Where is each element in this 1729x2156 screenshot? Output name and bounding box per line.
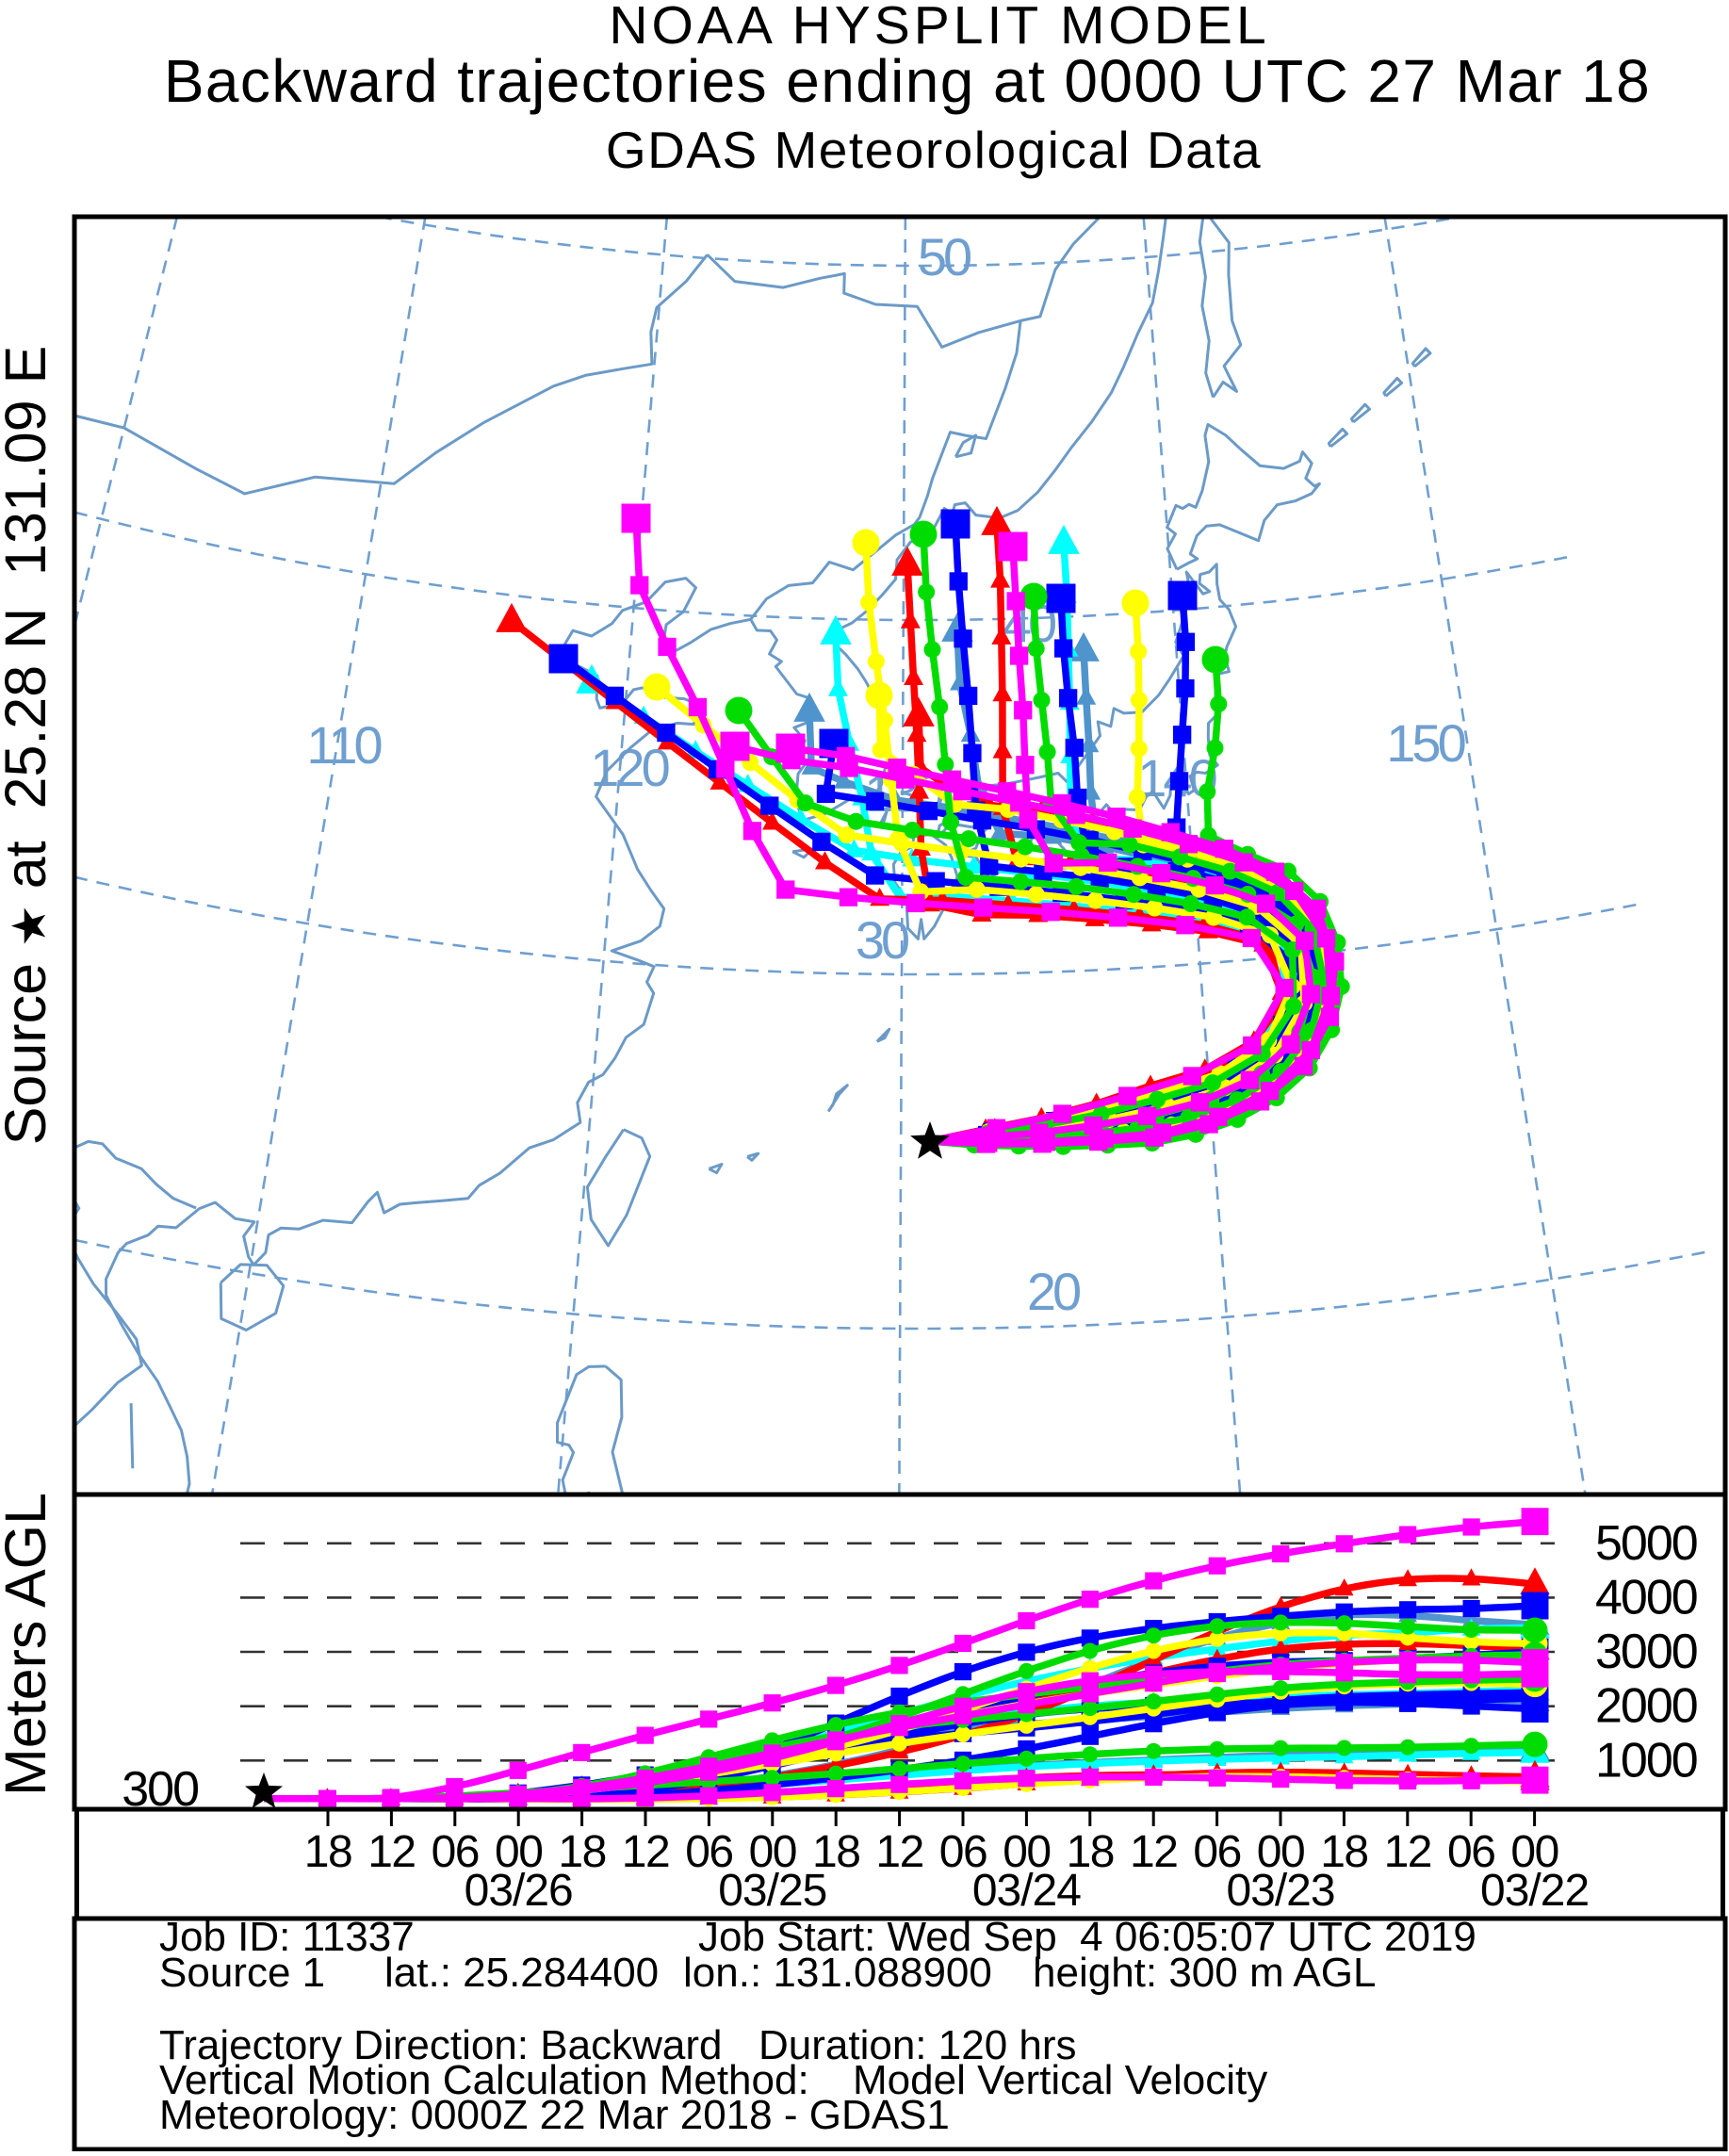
svg-text:00: 00 [749, 1827, 796, 1877]
svg-text:12: 12 [622, 1827, 669, 1877]
svg-text:03/24: 03/24 [972, 1866, 1081, 1916]
svg-text:06: 06 [939, 1827, 987, 1877]
svg-text:height: 300 m AGL: height: 300 m AGL [1033, 1950, 1376, 1996]
svg-text:03/22: 03/22 [1480, 1866, 1589, 1916]
svg-text:12: 12 [875, 1827, 922, 1877]
svg-text:12: 12 [367, 1827, 415, 1877]
svg-text:Meters AGL: Meters AGL [0, 1493, 57, 1796]
svg-text:12: 12 [1130, 1827, 1177, 1877]
svg-text:110: 110 [306, 715, 381, 775]
svg-text:03/26: 03/26 [465, 1866, 573, 1916]
svg-text:06: 06 [1193, 1827, 1240, 1877]
svg-text:50: 50 [918, 227, 971, 286]
svg-text:18: 18 [304, 1827, 351, 1877]
svg-text:lon.: 131.088900: lon.: 131.088900 [683, 1950, 992, 1996]
svg-text:06: 06 [1447, 1827, 1494, 1877]
svg-text:4000: 4000 [1595, 1570, 1697, 1625]
svg-text:Source 1: Source 1 [159, 1950, 325, 1996]
svg-text:Job ID: 11337: Job ID: 11337 [159, 1914, 415, 1960]
svg-text:06: 06 [432, 1827, 479, 1877]
svg-text:Backward trajectories ending a: Backward trajectories ending at 0000 UTC… [164, 47, 1651, 115]
svg-text:Source ★ at 25.28 N 131.09 E: Source ★ at 25.28 N 131.09 E [0, 346, 57, 1146]
svg-text:2000: 2000 [1595, 1679, 1697, 1734]
svg-text:18: 18 [1320, 1827, 1367, 1877]
svg-text:Duration: 120 hrs: Duration: 120 hrs [758, 2022, 1077, 2068]
svg-text:Trajectory Direction: Backward: Trajectory Direction: Backward [159, 2022, 722, 2068]
svg-text:18: 18 [1067, 1827, 1114, 1877]
svg-text:Meteorology: 0000Z 22 Mar 2018: Meteorology: 0000Z 22 Mar 2018 - GDAS1 [159, 2092, 950, 2138]
svg-text:12: 12 [1384, 1827, 1431, 1877]
svg-text:18: 18 [558, 1827, 605, 1877]
svg-text:1000: 1000 [1595, 1733, 1697, 1788]
svg-text:NOAA HYSPLIT MODEL: NOAA HYSPLIT MODEL [609, 0, 1269, 56]
svg-text:Model Vertical Velocity: Model Vertical Velocity [853, 2057, 1267, 2103]
svg-text:00: 00 [495, 1827, 542, 1877]
svg-text:00: 00 [1257, 1827, 1304, 1877]
svg-text:Vertical Motion Calculation Me: Vertical Motion Calculation Method: [159, 2057, 809, 2103]
svg-text:18: 18 [812, 1827, 859, 1877]
svg-text:120: 120 [590, 738, 668, 797]
svg-text:GDAS Meteorological Data: GDAS Meteorological Data [606, 121, 1262, 179]
svg-text:03/25: 03/25 [718, 1866, 826, 1916]
svg-text:06: 06 [685, 1827, 732, 1877]
svg-text:03/23: 03/23 [1226, 1866, 1334, 1916]
svg-text:lat.: 25.284400: lat.: 25.284400 [384, 1950, 659, 1996]
svg-text:20: 20 [1027, 1262, 1080, 1321]
svg-text:00: 00 [1003, 1827, 1050, 1877]
svg-text:150: 150 [1386, 713, 1464, 773]
svg-text:00: 00 [1510, 1827, 1558, 1877]
svg-text:30: 30 [856, 910, 908, 970]
svg-text:5000: 5000 [1595, 1516, 1697, 1571]
svg-text:Job Start: Wed Sep 4 06:05:07: Job Start: Wed Sep 4 06:05:07 UTC 2019 [698, 1914, 1476, 1960]
svg-text:3000: 3000 [1595, 1625, 1697, 1679]
